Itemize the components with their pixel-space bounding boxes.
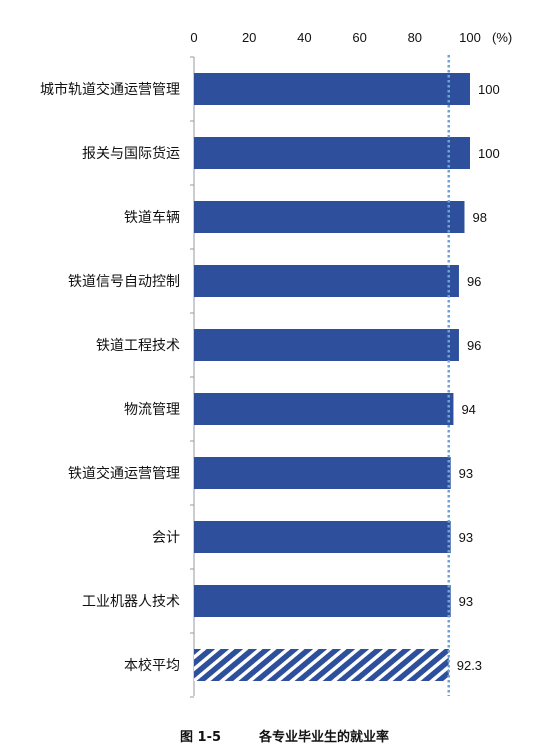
- value-label: 93: [459, 594, 473, 609]
- bar: [194, 137, 470, 169]
- value-label: 98: [472, 210, 486, 225]
- bars-layer: [194, 73, 470, 681]
- x-tick-label: 0: [190, 30, 197, 45]
- category-label: 铁道工程技术: [96, 338, 180, 354]
- figure-caption: 图 1-5 各专业毕业生的就业率: [0, 711, 560, 745]
- category-label: 城市轨道交通运营管理: [40, 81, 180, 98]
- value-label: 100: [478, 82, 500, 97]
- bar: [194, 457, 451, 489]
- category-label: 报关与国际货运: [82, 145, 180, 162]
- bar: [194, 73, 470, 105]
- category-label: 本校平均: [124, 657, 180, 674]
- value-label: 92.3: [457, 658, 482, 673]
- x-tick-label: 100: [459, 30, 481, 45]
- value-label: 96: [467, 274, 481, 289]
- x-tick-label: 20: [242, 30, 256, 45]
- labels-layer: 城市轨道交通运营管理 100 报关与国际货运 100 铁道车辆 98 铁道信号自动控制 96 铁…: [40, 81, 500, 674]
- bar: [194, 201, 465, 233]
- bar: [194, 521, 451, 553]
- value-label: 94: [461, 402, 475, 417]
- figure-number: 图 1-5: [180, 730, 222, 745]
- x-unit-label: (%): [492, 30, 512, 45]
- bar: [194, 393, 454, 425]
- average-bar: [194, 649, 449, 681]
- category-label: 会计: [152, 530, 180, 546]
- category-label: 铁道信号自动控制: [68, 274, 180, 290]
- bar: [194, 585, 451, 617]
- bar: [194, 329, 459, 361]
- bar: [194, 265, 459, 297]
- category-label: 工业机器人技术: [82, 594, 180, 610]
- category-label: 铁道交通运营管理: [68, 465, 180, 482]
- category-label: 物流管理: [124, 402, 180, 418]
- bar-chart: 0 20 40 60 80 100 (%) 城市轨道交通运营管理 100 报关与国际货运 100 铁…: [40, 30, 512, 698]
- chart-title: 各专业毕业生的就业率: [259, 730, 390, 745]
- value-label: 93: [459, 530, 473, 545]
- x-tick-label: 80: [408, 30, 422, 45]
- x-tick-label: 60: [352, 30, 366, 45]
- value-label: 93: [459, 466, 473, 481]
- value-label: 96: [467, 338, 481, 353]
- value-label: 100: [478, 146, 500, 161]
- x-tick-label: 40: [297, 30, 311, 45]
- category-label: 铁道车辆: [124, 209, 180, 226]
